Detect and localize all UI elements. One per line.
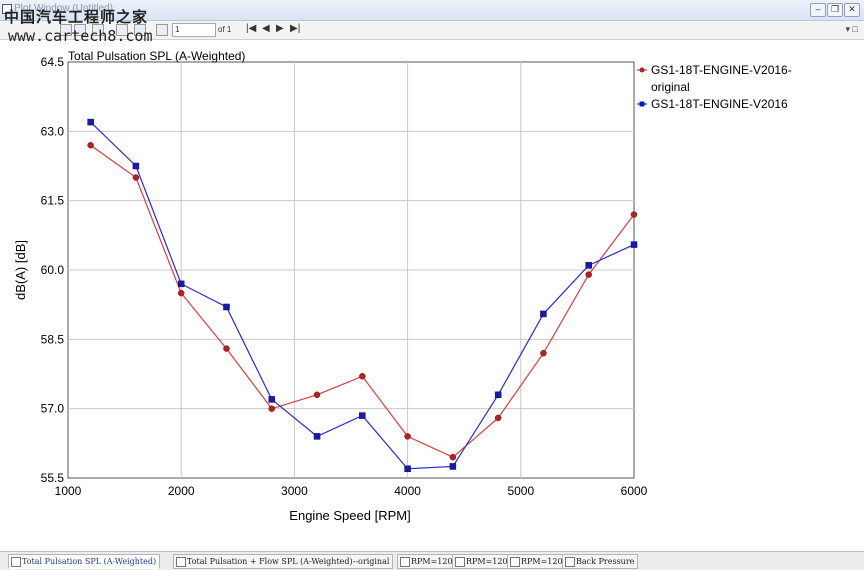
x-tick-label: 2000 [168, 484, 195, 498]
y-tick-label: 60.0 [41, 263, 65, 277]
x-tick-label: 3000 [281, 484, 308, 498]
grid-lines [68, 62, 634, 478]
y-axis-label: dB(A) [dB] [13, 240, 28, 300]
panel-options-icon[interactable]: ▾ □ [845, 24, 858, 34]
tab-1[interactable]: Total Pulsation + Flow SPL (A-Weighted)-… [173, 554, 394, 569]
x-axis-label: Engine Speed [RPM] [289, 508, 410, 523]
data-point-square [87, 118, 94, 126]
data-point-square [585, 262, 592, 269]
tab-plot-icon [176, 557, 186, 567]
tab-label: Total Pulsation + Flow SPL (A-Weighted)-… [187, 557, 390, 566]
tab-bar: Total Pulsation SPL (A-Weighted) Total Pu… [0, 551, 864, 570]
watermark-logo-text: 中国汽车工程师之家 [4, 8, 149, 26]
data-point-circle [404, 433, 411, 440]
data-point-square [540, 310, 547, 318]
data-point-circle [177, 289, 185, 297]
legend: GS1-18T-ENGINE-V2016- original GS1-18T-ENG… [637, 63, 792, 111]
tab-label: RPM=1200 [521, 557, 568, 566]
first-page-icon[interactable]: |◀ [246, 23, 257, 34]
y-tick-label: 61.5 [41, 194, 65, 208]
data-point-square [268, 396, 276, 403]
data-point-circle [313, 391, 321, 399]
data-point-circle [268, 405, 276, 412]
tab-plot-icon [455, 557, 465, 567]
y-tick-label: 57.0 [41, 402, 65, 416]
data-point-circle [87, 141, 94, 149]
data-point-square [630, 241, 638, 248]
data-point-square [313, 433, 321, 440]
close-button[interactable]: ✕ [844, 3, 860, 17]
tab-label: Back Pressure [576, 557, 635, 566]
fit-icon[interactable] [134, 24, 146, 36]
restore-button[interactable]: ❐ [827, 3, 843, 17]
tab-5[interactable]: Back Pressure [562, 554, 639, 569]
tab-label: Total Pulsation SPL (A-Weighted) [22, 557, 157, 566]
y-tick-label: 64.5 [41, 55, 65, 69]
tab-0[interactable]: Total Pulsation SPL (A-Weighted) [8, 554, 161, 569]
y-tick-label: 55.5 [41, 471, 65, 485]
zoom-icon[interactable] [60, 24, 72, 36]
page-number-field[interactable]: 1 [172, 23, 216, 37]
minimize-button[interactable]: – [810, 3, 826, 17]
legend-label: GS1-18T-ENGINE-V2016 [651, 97, 788, 111]
window-title: Plot Window (Untitled) [14, 3, 113, 14]
data-point-square [223, 303, 230, 311]
toolbar: 1 of 1 |◀ ◀ ▶ ▶| ▾ □ [0, 21, 864, 40]
axis-ticks: 1000 2000 3000 4000 5000 6000 55.5 57.0 58.5 60.0… [41, 55, 648, 498]
x-tick-label: 1000 [55, 484, 82, 498]
title-bar: Plot Window (Untitled) – ❐ ✕ [0, 0, 864, 21]
tab-plot-icon [11, 557, 21, 567]
data-point-circle [359, 373, 366, 380]
data-point-circle [585, 271, 592, 278]
app-icon [2, 4, 12, 14]
zoom-in-icon[interactable] [116, 24, 128, 36]
legend-marker-circle [639, 67, 645, 73]
data-point-circle [630, 211, 638, 218]
last-page-icon[interactable]: ▶| [290, 23, 301, 34]
y-tick-label: 58.5 [41, 332, 65, 346]
x-tick-label: 5000 [507, 484, 534, 498]
data-point-circle [449, 453, 457, 461]
data-point-circle [132, 174, 140, 181]
x-tick-label: 6000 [621, 484, 648, 498]
prev-page-icon[interactable]: ◀ [262, 23, 270, 34]
tab-label: RPM=1200 [466, 557, 513, 566]
data-point-square [449, 463, 457, 470]
y-tick-label: 63.0 [41, 124, 65, 138]
data-point-circle [223, 345, 230, 352]
legend-label: original [651, 80, 690, 94]
tab-label: RPM=1200 [411, 557, 458, 566]
line-chart: 1000 2000 3000 4000 5000 6000 55.5 57.0 58.5 60.0… [13, 49, 792, 523]
data-point-square [132, 162, 140, 170]
legend-label: GS1-18T-ENGINE-V2016- [651, 63, 792, 77]
x-tick-label: 4000 [394, 484, 421, 498]
delete-icon[interactable] [156, 24, 168, 36]
watermark-url: www.cartech8.com [8, 27, 153, 45]
page-count-label: of 1 [218, 25, 232, 34]
data-point-square [494, 391, 502, 399]
next-page-icon[interactable]: ▶ [276, 23, 284, 34]
data-point-square [177, 280, 185, 288]
pan-icon[interactable] [74, 24, 86, 36]
data-point-circle [540, 349, 547, 357]
tab-plot-icon [565, 557, 575, 567]
select-icon[interactable] [92, 24, 104, 36]
tab-plot-icon [510, 557, 520, 567]
data-point-circle [494, 414, 502, 422]
data-point-square [359, 412, 366, 419]
data-point-square [404, 465, 411, 473]
tab-plot-icon [400, 557, 410, 567]
series-layer [87, 118, 638, 473]
legend-marker-square [639, 101, 645, 107]
chart-title: Total Pulsation SPL (A-Weighted) [68, 49, 245, 63]
